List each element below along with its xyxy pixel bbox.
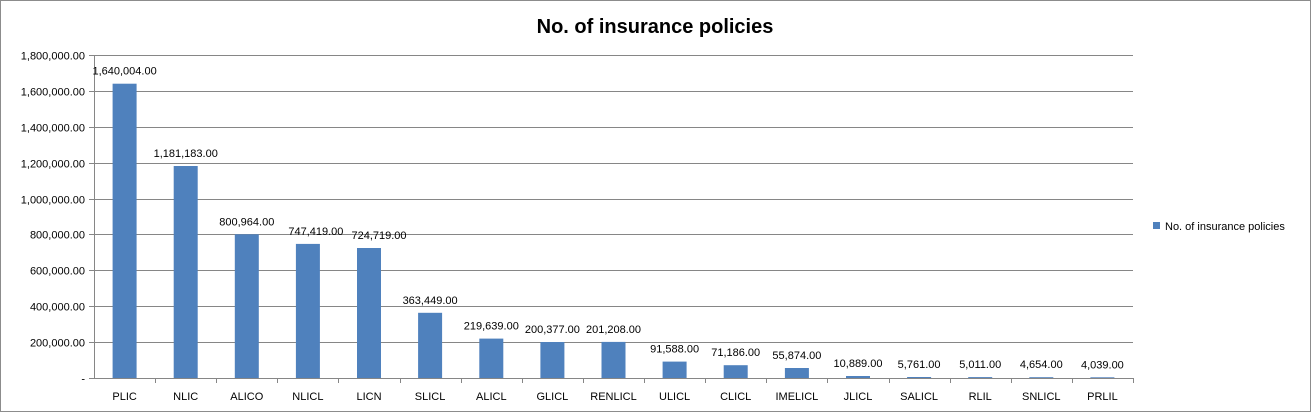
x-tick-label: GLICL bbox=[537, 391, 569, 403]
y-tick-label: 1,200,000.00 bbox=[21, 159, 85, 171]
y-tick-label: 800,000.00 bbox=[30, 230, 85, 242]
bar-nlicl bbox=[295, 243, 320, 378]
bar-glicl bbox=[540, 342, 565, 378]
bar-renlicl bbox=[601, 341, 626, 378]
bar-jlicl bbox=[846, 376, 870, 378]
legend-label: No. of insurance policies bbox=[1165, 221, 1285, 233]
data-label: 200,377.00 bbox=[525, 324, 580, 336]
legend: No. of insurance policies bbox=[1153, 221, 1285, 233]
x-tick-label: ALICO bbox=[230, 391, 263, 403]
x-tick-label: SALICL bbox=[900, 391, 938, 403]
y-axis: - 200,000.00 400,000.00 600,000.00 800,000.0… bbox=[21, 51, 95, 386]
y-tick-label: - bbox=[81, 374, 85, 386]
bar-snlicl bbox=[1029, 377, 1054, 378]
x-tick-label: IMELICL bbox=[776, 391, 819, 403]
data-label: 747,419.00 bbox=[288, 226, 343, 238]
y-tick-label: 1,000,000.00 bbox=[21, 195, 85, 207]
x-tick-label: NLICL bbox=[292, 391, 323, 403]
bar-salicl bbox=[907, 377, 932, 378]
gridlines bbox=[94, 55, 1133, 343]
bar-prlil bbox=[1090, 377, 1115, 378]
y-tick-label: 1,800,000.00 bbox=[21, 51, 85, 63]
bars: 1,640,004.00 1,181,183.00 800,964.00 747,41… bbox=[92, 66, 1124, 378]
y-tick-label: 600,000.00 bbox=[30, 266, 85, 278]
data-label: 4,654.00 bbox=[1020, 359, 1063, 371]
x-tick-label: SNLICL bbox=[1022, 391, 1061, 403]
bar-licn bbox=[357, 248, 381, 378]
data-label: 363,449.00 bbox=[403, 295, 458, 307]
x-tick-label: RLIL bbox=[969, 391, 992, 403]
x-tick-label: ALICL bbox=[476, 391, 507, 403]
x-tick-label: PLIC bbox=[112, 391, 137, 403]
y-tick-label: 1,600,000.00 bbox=[21, 87, 85, 99]
bar-alicl bbox=[479, 338, 504, 378]
x-axis: PLIC NLIC ALICO NLICL LICN SLICL ALICL GLICL REN… bbox=[94, 378, 1134, 403]
x-tick-label: ULICL bbox=[659, 391, 690, 403]
data-label: 800,964.00 bbox=[219, 216, 274, 228]
data-label: 724,719.00 bbox=[351, 230, 406, 242]
y-tick-label: 200,000.00 bbox=[30, 338, 85, 350]
bar-nlic bbox=[173, 166, 198, 378]
x-tick-label: RENLICL bbox=[590, 391, 636, 403]
bar-clicl bbox=[723, 365, 748, 378]
x-tick-label: NLIC bbox=[173, 391, 198, 403]
y-tick-label: 1,400,000.00 bbox=[21, 123, 85, 135]
bar-slicl bbox=[418, 312, 443, 378]
data-label: 71,186.00 bbox=[711, 347, 760, 359]
bar-rlil bbox=[968, 377, 993, 378]
data-label: 4,039.00 bbox=[1081, 359, 1124, 371]
bar-ulicl bbox=[662, 361, 687, 378]
legend-swatch bbox=[1153, 222, 1160, 229]
data-label: 1,181,183.00 bbox=[154, 148, 218, 160]
data-label: 1,640,004.00 bbox=[92, 66, 156, 78]
data-label: 91,588.00 bbox=[650, 344, 699, 356]
data-label: 5,011.00 bbox=[959, 359, 1001, 371]
x-tick-label: JLICL bbox=[844, 391, 873, 403]
x-tick-label: PRLIL bbox=[1087, 391, 1118, 403]
chart-title: No. of insurance policies bbox=[537, 16, 774, 38]
data-label: 10,889.00 bbox=[834, 358, 883, 370]
bar-imelicl bbox=[784, 368, 809, 378]
x-tick-label: SLICL bbox=[415, 391, 446, 403]
data-label: 201,208.00 bbox=[586, 324, 641, 336]
x-tick-label: LICN bbox=[356, 391, 381, 403]
bar-plic bbox=[112, 83, 137, 378]
x-tick-label: CLICL bbox=[720, 391, 751, 403]
data-label: 219,639.00 bbox=[464, 321, 519, 333]
data-label: 55,874.00 bbox=[772, 350, 821, 362]
data-label: 5,761.00 bbox=[898, 359, 941, 371]
y-tick-label: 400,000.00 bbox=[30, 302, 85, 314]
bar-alico bbox=[234, 234, 259, 378]
